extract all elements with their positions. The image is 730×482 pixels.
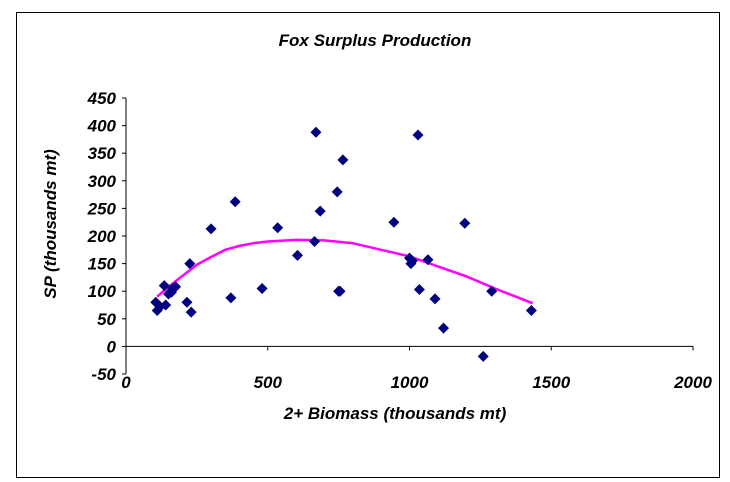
fox-fit-line xyxy=(156,238,534,305)
x-axis-title: 2+ Biomass (thousands mt) xyxy=(283,404,507,423)
data-point xyxy=(185,306,197,318)
y-tick-label: 400 xyxy=(87,117,117,136)
y-axis-title: SP (thousands mt) xyxy=(41,149,60,299)
data-point xyxy=(438,322,450,334)
chart-area xyxy=(16,12,720,478)
x-tick-label: 500 xyxy=(254,373,283,392)
data-point xyxy=(422,254,434,266)
x-tick-label: 1000 xyxy=(391,373,429,392)
data-point xyxy=(205,223,217,235)
data-point xyxy=(337,154,349,166)
x-tick-labels: 0 500 1000 1500 2000 xyxy=(121,373,712,392)
y-tick-label: 150 xyxy=(88,255,117,274)
y-tick-label: 350 xyxy=(88,144,117,163)
data-point xyxy=(181,296,193,308)
fitted-curve xyxy=(156,238,534,305)
data-point xyxy=(459,217,471,229)
data-points xyxy=(150,126,537,362)
data-point xyxy=(413,284,425,296)
data-point xyxy=(310,126,322,138)
y-tick-label: 300 xyxy=(88,172,117,191)
y-tick-labels: -50 0 50 100 150 200 250 300 350 400 450 xyxy=(87,89,117,384)
y-tick-label: 450 xyxy=(87,89,117,108)
y-tick-label: 250 xyxy=(87,199,117,218)
data-point xyxy=(525,305,537,317)
data-point xyxy=(225,292,237,304)
data-point xyxy=(309,236,321,248)
y-tick-label: -50 xyxy=(91,365,116,384)
data-point xyxy=(429,293,441,305)
data-point xyxy=(406,255,418,267)
x-tick-label: 1500 xyxy=(532,373,570,392)
axes xyxy=(122,97,694,375)
data-point xyxy=(331,186,343,198)
y-tick-label: 100 xyxy=(88,282,117,301)
data-point xyxy=(229,196,241,208)
chart-title: Fox Surplus Production xyxy=(279,31,472,50)
data-point xyxy=(292,249,304,261)
data-point xyxy=(170,281,182,293)
data-point xyxy=(314,205,326,217)
data-point xyxy=(256,282,268,294)
data-point xyxy=(158,280,170,292)
data-point xyxy=(486,285,498,297)
y-tick-label: 200 xyxy=(87,227,117,246)
data-point xyxy=(272,222,284,234)
y-tick-label: 0 xyxy=(107,337,117,356)
x-tick-label: 0 xyxy=(121,373,131,392)
data-point xyxy=(160,299,172,311)
data-point xyxy=(184,258,196,270)
x-tick-label: 2000 xyxy=(673,373,712,392)
data-point xyxy=(412,129,424,141)
data-point xyxy=(334,285,346,297)
data-point xyxy=(388,216,400,228)
data-point xyxy=(477,350,489,362)
y-tick-label: 50 xyxy=(97,310,116,329)
